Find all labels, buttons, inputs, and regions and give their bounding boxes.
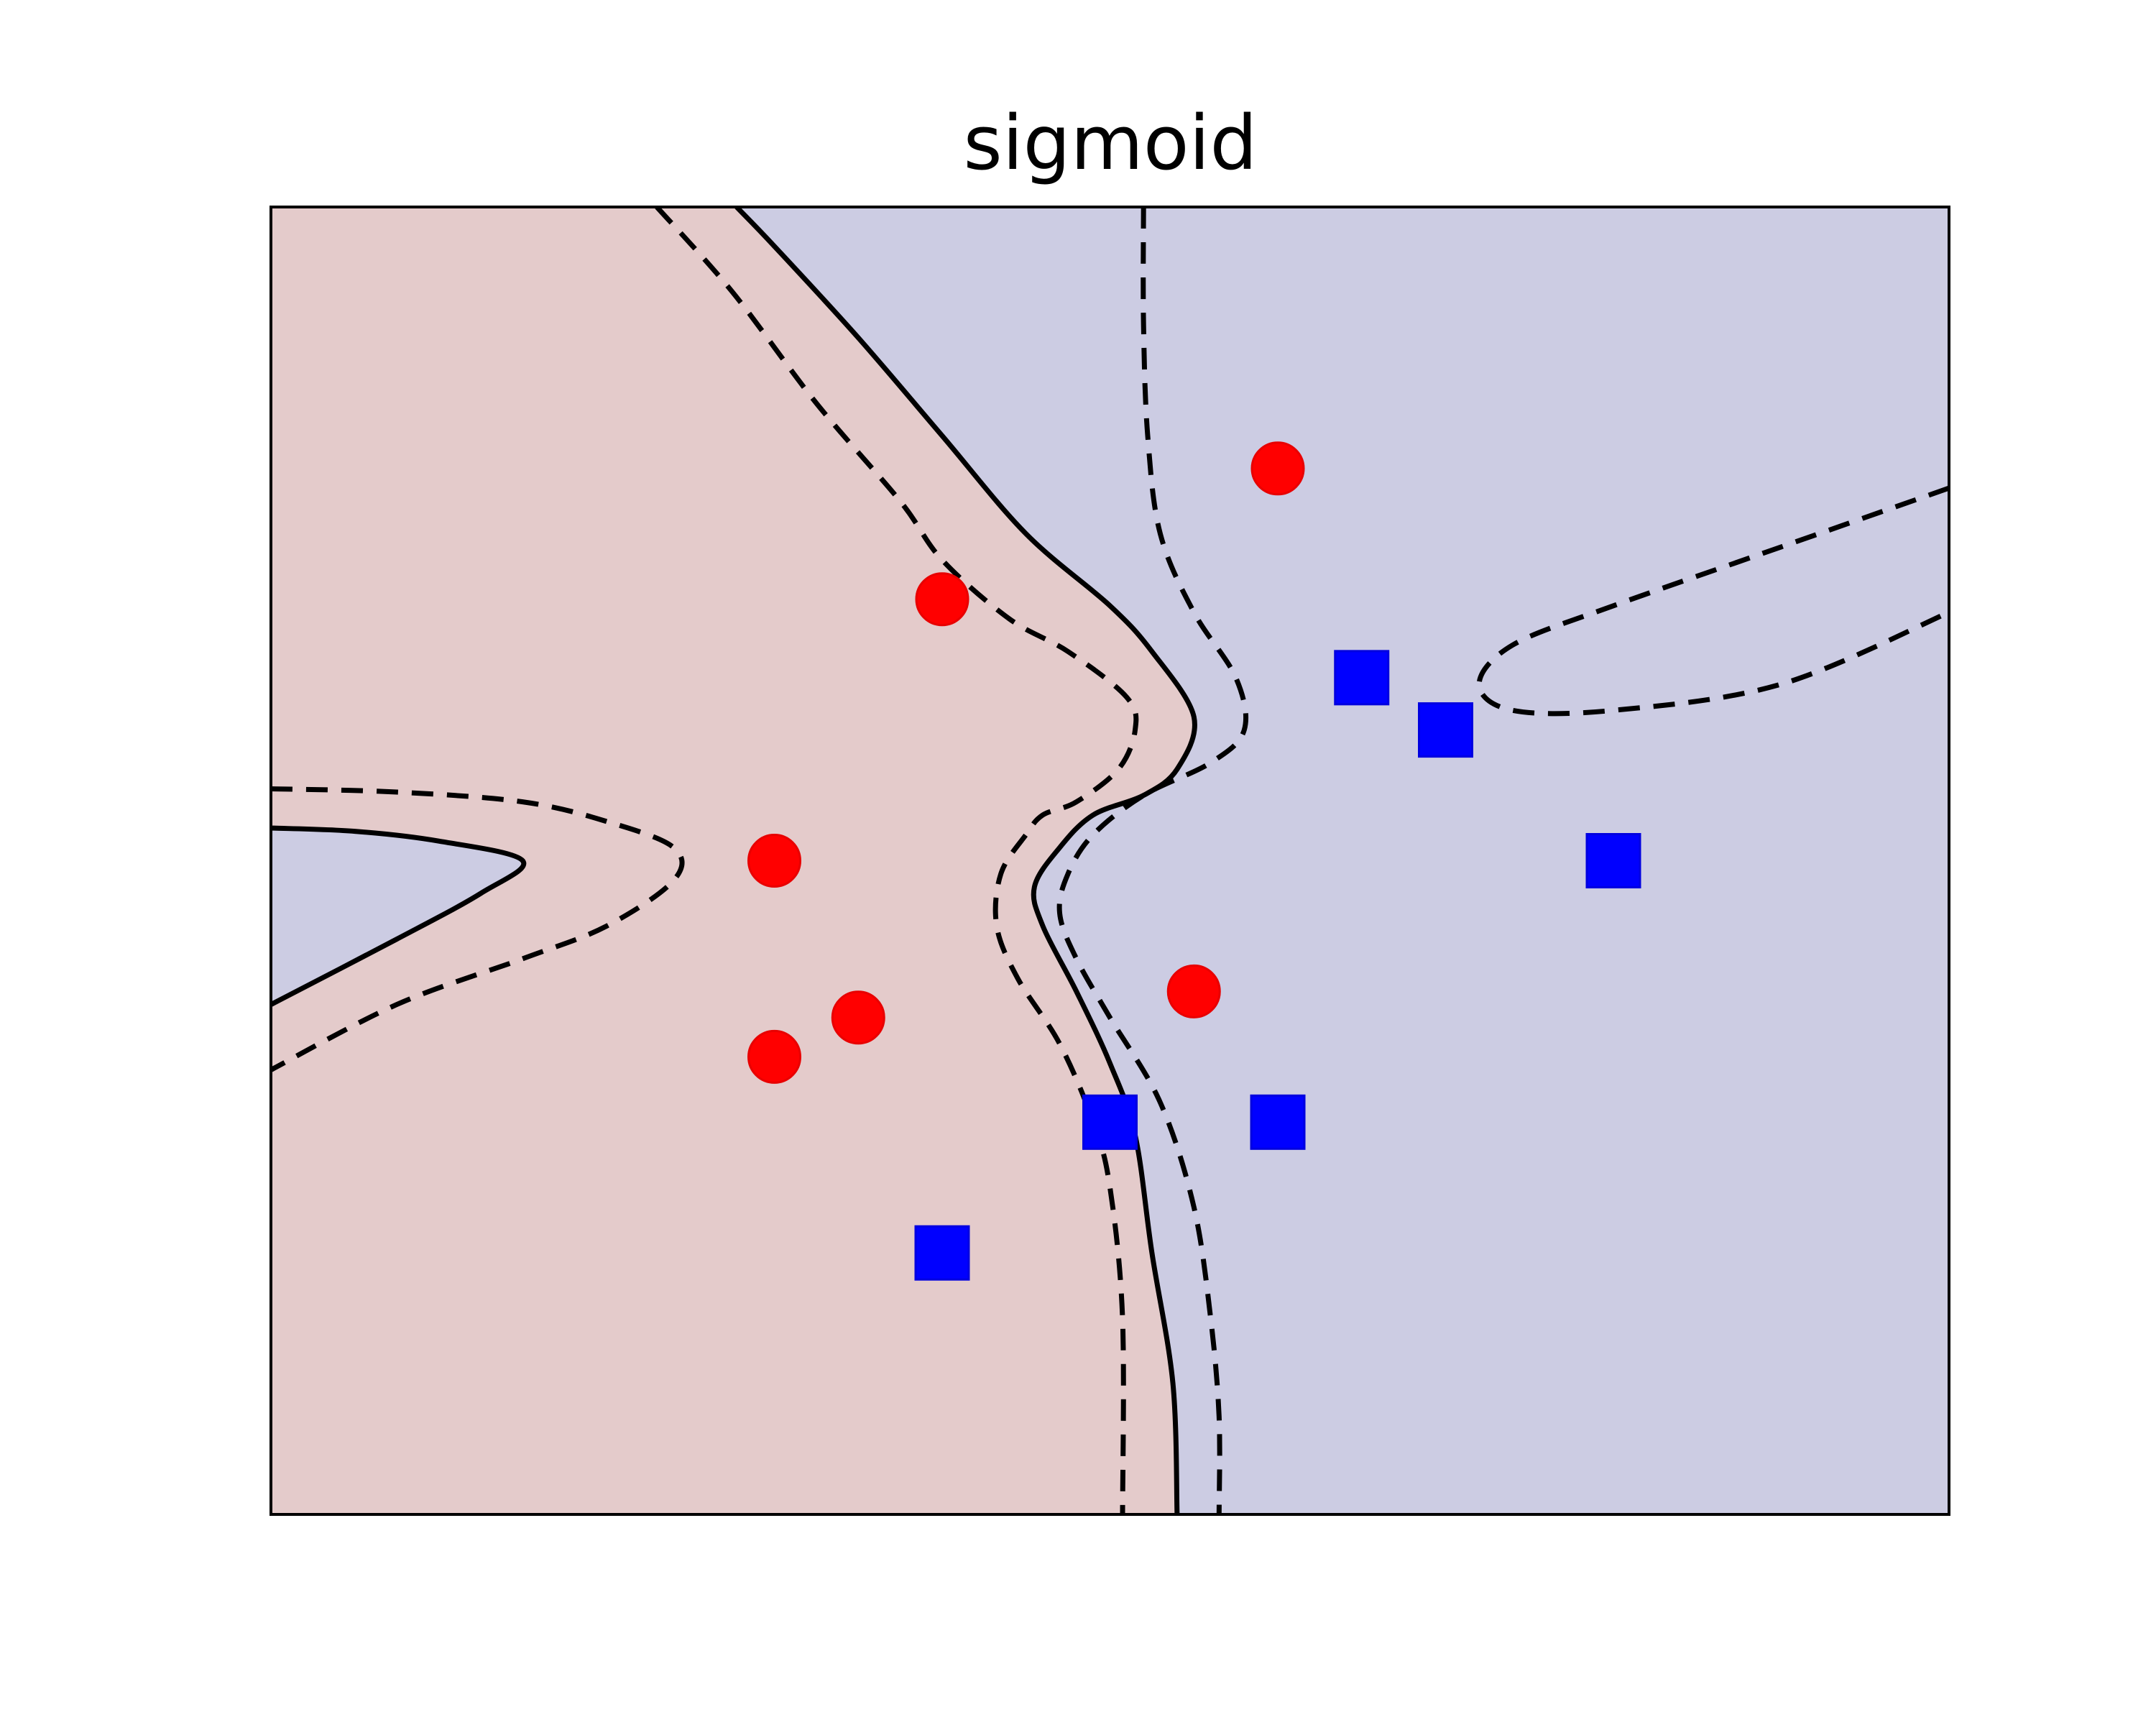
square-data-point [1334,650,1390,706]
square-data-point [1250,1094,1306,1150]
margin-line-3 [271,786,685,1072]
margin-line-4 [1476,485,1949,717]
circle-data-point [915,572,969,627]
square-data-point [914,1225,970,1281]
plot-area [270,206,1950,1516]
decision-boundary-line-2 [271,825,527,1007]
margin-line-1 [655,207,1139,1514]
circle-data-point [747,834,801,888]
chart-title: sigmoid [964,99,1258,187]
circle-data-point [1166,964,1221,1018]
square-data-point [1082,1094,1138,1150]
margin-line-2 [1056,207,1249,1514]
square-data-point [1418,702,1473,758]
square-data-point [1585,833,1641,888]
plot-frame [270,206,1950,1516]
circle-data-point [831,990,885,1045]
circle-data-point [747,1029,801,1084]
square-class-pocket-region [271,828,524,1005]
circle-data-point [1250,441,1305,496]
circle-class-region [271,207,1195,1514]
decision-boundary-line-1 [734,207,1197,1514]
